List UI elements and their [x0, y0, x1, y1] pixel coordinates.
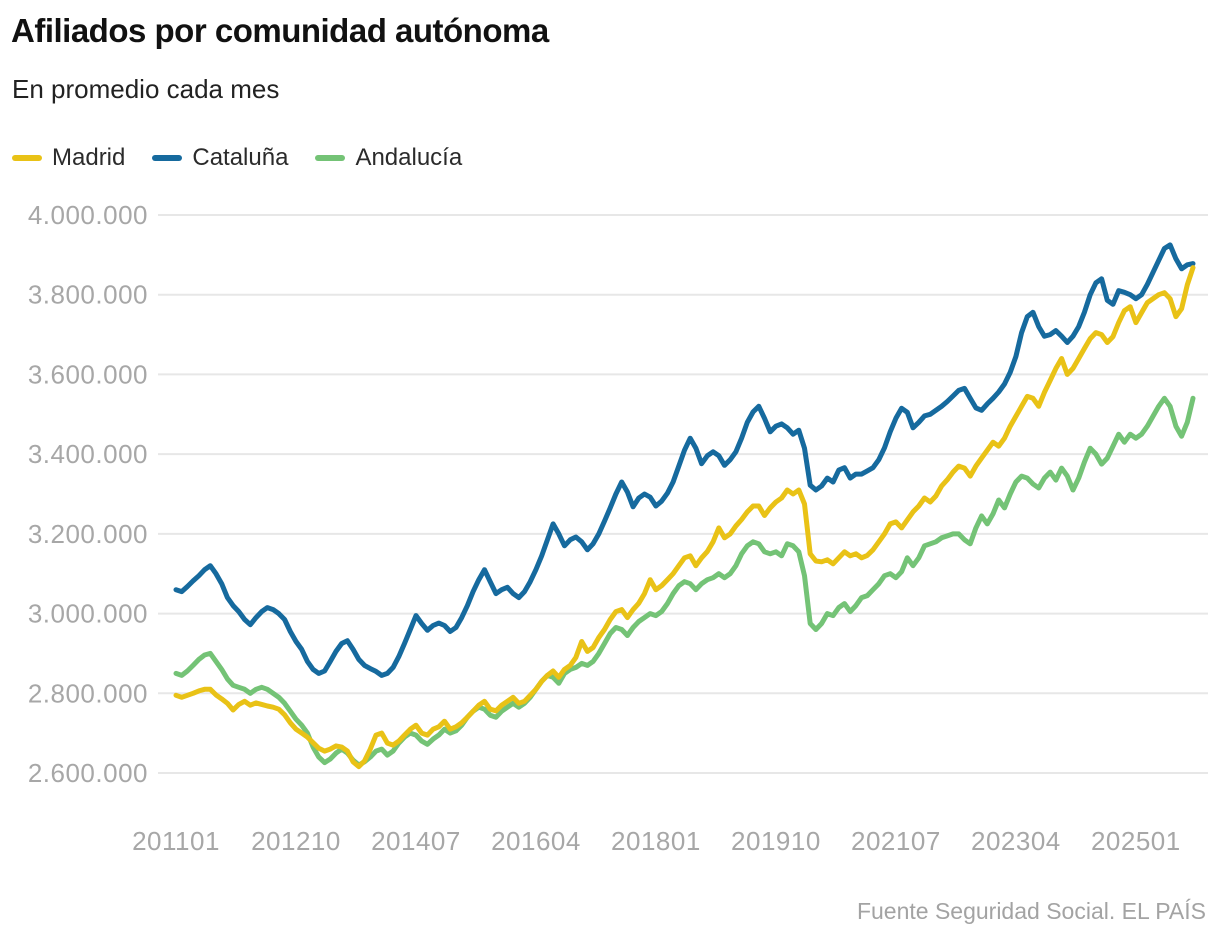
legend-label-cataluna: Cataluña: [192, 144, 289, 171]
y-tick-label: 3.000.000: [28, 599, 148, 629]
y-tick-label: 3.600.000: [28, 359, 148, 389]
y-tick-label: 2.800.000: [28, 678, 148, 708]
x-tick-label: 201910: [731, 826, 821, 856]
legend-swatch-madrid: [12, 155, 42, 161]
page-title: Afiliados por comunidad autónoma: [11, 12, 549, 49]
legend-item-cataluna: Cataluña: [152, 144, 288, 172]
x-tick-label: 202501: [1091, 826, 1181, 856]
source-credit: Fuente Seguridad Social. EL PAÍS: [856, 898, 1206, 924]
x-tick-label: 201210: [251, 826, 341, 856]
y-tick-label: 2.600.000: [28, 758, 148, 788]
y-tick-label: 4.000.000: [28, 200, 148, 230]
y-tick-label: 3.800.000: [28, 280, 148, 310]
x-tick-label: 202107: [851, 826, 941, 856]
legend-swatch-andalucia: [315, 155, 346, 161]
chart-subtitle: En promedio cada mes: [12, 74, 280, 104]
x-tick-label: 201604: [491, 826, 581, 856]
x-tick-label: 202304: [971, 826, 1061, 856]
legend-item-madrid: Madrid: [12, 144, 125, 172]
legend: Madrid Cataluña Andalucía: [12, 144, 462, 172]
x-tick-label: 201801: [611, 826, 701, 856]
series-line-madrid: [173, 265, 1196, 770]
x-tick-label: 201407: [371, 826, 461, 856]
legend-swatch-cataluna: [152, 155, 183, 161]
series-line-cataluna: [173, 242, 1196, 678]
x-tick-label: 201101: [132, 826, 220, 856]
y-tick-label: 3.400.000: [28, 439, 148, 469]
y-tick-label: 3.200.000: [28, 519, 148, 549]
legend-item-andalucia: Andalucía: [315, 144, 462, 172]
legend-label-andalucia: Andalucía: [355, 144, 463, 171]
legend-label-madrid: Madrid: [52, 144, 126, 171]
